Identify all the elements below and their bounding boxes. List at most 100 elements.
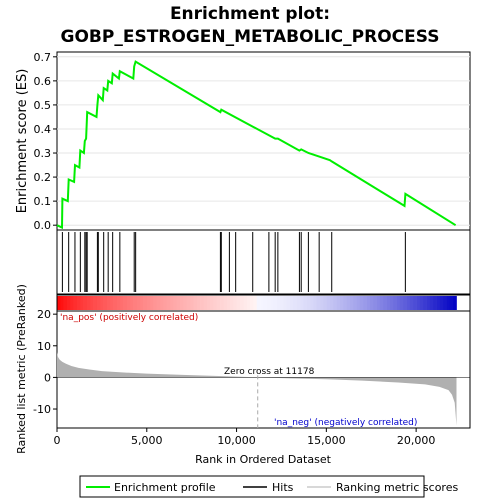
ranking-color-bar-segment [389, 296, 394, 310]
ranking-color-bar-segment [103, 296, 108, 310]
ranking-color-bar-segment [363, 296, 367, 310]
ranking-color-bar-segment [166, 296, 171, 310]
neg-correlated-label: 'na_neg' (negatively correlated) [274, 418, 417, 428]
es-panel-frame [56, 51, 471, 231]
ranking-color-bar-segment [93, 296, 98, 310]
es-y-tick-label: 0.6 [34, 75, 52, 88]
ranking-color-bar-segment [146, 296, 151, 310]
chart-title-line1: Enrichment plot: [170, 4, 330, 24]
rank-x-tick-label: 5,000 [131, 434, 163, 447]
ranking-color-bar-segment [426, 296, 431, 310]
ranking-color-bar-segment [416, 296, 421, 310]
ranking-color-bar-segment [113, 296, 118, 310]
ranking-color-bar-segment [376, 296, 381, 310]
ranking-color-bar-segment [156, 296, 161, 310]
ranking-color-bar-segment [449, 296, 454, 310]
ranking-color-bar-segment [436, 296, 441, 310]
rank-x-tick-label: 10,000 [217, 434, 256, 447]
ranking-color-bar-segment [256, 296, 261, 310]
es-y-tick-label: 0.2 [34, 171, 52, 184]
ranking-color-bar-segment [186, 296, 191, 310]
ranking-color-bar-segment [116, 296, 121, 310]
ranking-color-bar-segment [200, 296, 204, 310]
ranking-color-bar-segment [180, 296, 184, 310]
ranking-color-bar-segment [320, 296, 324, 310]
ranking-color-bar-segment [310, 296, 314, 310]
ranking-color-bar-segment [280, 296, 284, 310]
ranking-color-bar-segment [303, 296, 308, 310]
ranking-color-bar-segment [349, 296, 354, 310]
ranking-color-bar-segment [313, 296, 317, 310]
ranking-color-bar-segment [323, 296, 327, 310]
ranking-color-bar-segment [210, 296, 214, 310]
ranking-color-bar-segment [57, 296, 61, 310]
ranking-color-bar-segment [286, 296, 291, 310]
ranking-color-bar-segment [369, 296, 374, 310]
ranking-color-bar-segment [203, 296, 208, 310]
ranking-color-bar-segment [283, 296, 288, 310]
ranking-color-bar-segment [353, 296, 357, 310]
rank-panel-ylabel: Ranked list metric (PreRanked) [15, 284, 28, 454]
ranking-color-bar-segment [80, 296, 84, 310]
ranking-color-bar-segment [150, 296, 154, 310]
ranking-color-bar-segment [296, 296, 301, 310]
ranking-color-bar-segment [386, 296, 391, 310]
ranking-color-bar-segment [133, 296, 138, 310]
ranking-color-bar-segment [73, 296, 78, 310]
ranking-color-bar-segment [439, 296, 444, 310]
ranking-color-bar-segment [333, 296, 337, 310]
ranking-color-bar-segment [399, 296, 404, 310]
es-panel-y-ticks: 0.0 0.1 0.2 0.3 0.4 0.5 0.6 0.7 [34, 51, 57, 232]
ranking-color-bar-segment [393, 296, 397, 310]
rank-y-tick-label: 10 [37, 340, 51, 353]
hits-panel-frame [56, 229, 471, 295]
ranking-color-bar-segment [413, 296, 417, 310]
ranking-color-bar-segment [163, 296, 168, 310]
ranking-color-bar-segment [153, 296, 158, 310]
ranking-color-bar-segment [233, 296, 238, 310]
es-panel-ylabel: Enrichment score (ES) [15, 69, 30, 214]
ranking-color-bar-segment [110, 296, 114, 310]
ranking-color-bar-segment [136, 296, 141, 310]
ranking-color-bar-segment [223, 296, 228, 310]
ranking-color-bar-segment [190, 296, 194, 310]
ranking-color-bar-segment [243, 296, 248, 310]
rank-x-tick-label: 20,000 [397, 434, 436, 447]
ranking-color-bar-segment [406, 296, 411, 310]
rank-panel-x-ticks: 0 5,000 10,000 15,000 20,000 [54, 428, 436, 447]
ranking-color-bar-segment [359, 296, 364, 310]
ranking-color-bar-segment [336, 296, 341, 310]
ranking-color-bar [57, 296, 457, 310]
ranking-color-bar-segment [343, 296, 347, 310]
ranking-color-bar-segment [206, 296, 211, 310]
ranking-color-bar-segment [346, 296, 351, 310]
ranking-color-bar-segment [250, 296, 254, 310]
es-y-tick-label: 0.5 [34, 99, 52, 112]
ranking-color-bar-segment [123, 296, 128, 310]
ranking-color-bar-segment [76, 296, 81, 310]
ranking-color-bar-segment [63, 296, 68, 310]
ranking-color-bar-segment [253, 296, 258, 310]
ranking-color-bar-segment [66, 296, 71, 310]
ranking-color-bar-segment [60, 296, 64, 310]
ranking-color-bar-segment [263, 296, 268, 310]
ranking-color-bar-segment [126, 296, 131, 310]
ranking-color-bar-segment [356, 296, 361, 310]
ranking-color-bar-segment [83, 296, 88, 310]
ranking-color-bar-segment [273, 296, 278, 310]
ranking-color-bar-segment [316, 296, 321, 310]
enrichment-profile-line [56, 60, 457, 230]
ranking-color-bar-segment [240, 296, 244, 310]
ranking-color-bar-segment [226, 296, 231, 310]
rank-x-tick-label: 15,000 [307, 434, 346, 447]
ranking-color-bar-segment [306, 296, 311, 310]
ranking-color-bar-segment [106, 296, 111, 310]
ranking-color-bar-segment [230, 296, 234, 310]
ranking-color-bar-segment [120, 296, 124, 310]
ranking-color-bar-segment [409, 296, 414, 310]
legend-ranking-label: Ranking metric scores [336, 481, 458, 494]
ranking-color-bar-segment [173, 296, 178, 310]
ranking-color-bar-segment [100, 296, 104, 310]
ranking-color-bar-segment [213, 296, 218, 310]
